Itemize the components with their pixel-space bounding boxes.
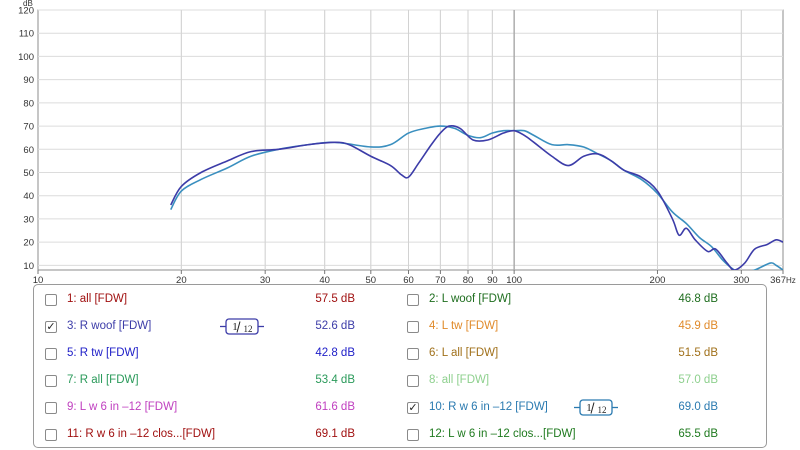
- y-tick-label: 80: [23, 98, 34, 109]
- y-tick-label: 60: [23, 145, 34, 156]
- smoothing-numerator: 1: [232, 321, 238, 333]
- trace-level-value: 61.6 dB: [315, 401, 355, 413]
- trace-checkbox[interactable]: [45, 402, 57, 414]
- trace-name[interactable]: 5: R tw [FDW]: [67, 347, 139, 359]
- trace-checkbox[interactable]: [45, 348, 57, 360]
- plot-area[interactable]: [37, 9, 784, 271]
- trace-checkbox[interactable]: [45, 375, 57, 387]
- legend-item: 12: L w 6 in –12 clos...[FDW] 65.5 dB: [407, 426, 757, 444]
- checkmark-icon: ✓: [408, 401, 418, 414]
- x-tick-label: 10: [33, 275, 44, 285]
- checkmark-icon: ✓: [46, 320, 56, 333]
- trace-level-value: 53.4 dB: [315, 374, 355, 386]
- trace-legend-panel: 1: all [FDW] 57.5 dB 2: L woof [FDW] 46.8 d…: [33, 284, 767, 448]
- trace-checkbox[interactable]: [407, 294, 419, 306]
- trace-name[interactable]: 11: R w 6 in –12 clos...[FDW]: [67, 428, 216, 440]
- trace-level-value: 52.6 dB: [315, 320, 355, 332]
- y-tick-label: 20: [23, 238, 34, 249]
- smoothing-numerator: 1: [586, 402, 592, 414]
- x-tick-label: 30: [260, 275, 271, 285]
- trace-checkbox[interactable]: [45, 429, 57, 441]
- trace-level-value: 57.0 dB: [678, 374, 718, 386]
- legend-item: 6: L all [FDW] 51.5 dB: [407, 345, 757, 363]
- y-tick-label: 50: [23, 168, 34, 179]
- trace-name[interactable]: 6: L all [FDW]: [429, 347, 499, 359]
- trace-checkbox[interactable]: [407, 375, 419, 387]
- trace-checkbox[interactable]: [45, 294, 57, 306]
- x-tick-label: 200: [650, 275, 666, 285]
- trace-name[interactable]: 10: R w 6 in –12 [FDW]: [429, 401, 548, 413]
- y-tick-label: 110: [19, 29, 34, 40]
- legend-item: 4: L tw [FDW] 45.9 dB: [407, 318, 757, 336]
- trace-checkbox[interactable]: ✓: [407, 402, 419, 414]
- legend-item: 2: L woof [FDW] 46.8 dB: [407, 291, 757, 309]
- trace-level-value: 51.5 dB: [678, 347, 718, 359]
- trace-level-value: 46.8 dB: [678, 293, 718, 305]
- series-line-1: [170, 124, 783, 270]
- y-tick-label: 90: [23, 75, 34, 86]
- y-tick-label: 40: [23, 191, 34, 202]
- legend-item: 1: all [FDW] 57.5 dB: [45, 291, 395, 309]
- smoothing-button[interactable]: 1 12: [574, 399, 618, 416]
- legend-item: 5: R tw [FDW] 42.8 dB: [45, 345, 395, 363]
- x-tick-label: 70: [435, 275, 446, 285]
- trace-name[interactable]: 3: R woof [FDW]: [67, 320, 152, 332]
- x-tick-label: 60: [403, 275, 414, 285]
- y-tick-label: 10: [23, 261, 34, 272]
- trace-level-value: 69.1 dB: [315, 428, 355, 440]
- legend-item: ✓ 10: R w 6 in –12 [FDW] 1 12 69.0 dB: [407, 399, 757, 417]
- trace-name[interactable]: 8: all [FDW]: [429, 374, 490, 386]
- x-tick-label: 300: [733, 275, 749, 285]
- legend-item: 11: R w 6 in –12 clos...[FDW] 69.1 dB: [45, 426, 395, 444]
- trace-name[interactable]: 9: L w 6 in –12 [FDW]: [67, 401, 178, 413]
- y-tick-label: 70: [23, 122, 34, 133]
- x-tick-label: 20: [176, 275, 187, 285]
- x-axis-unit: Hz: [786, 276, 796, 285]
- trace-name[interactable]: 2: L woof [FDW]: [429, 293, 512, 305]
- y-axis-unit: dB: [23, 0, 33, 8]
- trace-level-value: 42.8 dB: [315, 347, 355, 359]
- x-tick-label: 367: [770, 275, 786, 285]
- smoothing-denominator: 12: [598, 405, 607, 415]
- y-tick-label: 120: [18, 6, 34, 17]
- smoothing-denominator: 12: [244, 324, 253, 334]
- trace-level-value: 45.9 dB: [678, 320, 718, 332]
- legend-item: ✓ 3: R woof [FDW] 1 12 52.6 dB: [45, 318, 395, 336]
- x-tick-label: 40: [319, 275, 330, 285]
- trace-checkbox[interactable]: [407, 321, 419, 333]
- trace-name[interactable]: 1: all [FDW]: [67, 293, 128, 305]
- trace-checkbox[interactable]: [407, 348, 419, 360]
- y-tick-label: 100: [18, 52, 34, 63]
- y-tick-label: 30: [23, 214, 34, 225]
- x-tick-label: 100: [506, 275, 522, 285]
- trace-level-value: 69.0 dB: [678, 401, 718, 413]
- trace-checkbox[interactable]: [407, 429, 419, 441]
- x-tick-label: 80: [463, 275, 474, 285]
- trace-name[interactable]: 7: R all [FDW]: [67, 374, 139, 386]
- legend-item: 7: R all [FDW] 53.4 dB: [45, 372, 395, 390]
- legend-item: 9: L w 6 in –12 [FDW] 61.6 dB: [45, 399, 395, 417]
- legend-item: 8: all [FDW] 57.0 dB: [407, 372, 757, 390]
- trace-name[interactable]: 12: L w 6 in –12 clos...[FDW]: [429, 428, 576, 440]
- smoothing-button[interactable]: 1 12: [220, 318, 264, 335]
- trace-checkbox[interactable]: ✓: [45, 321, 57, 333]
- trace-level-value: 57.5 dB: [315, 293, 355, 305]
- x-tick-label: 90: [487, 275, 498, 285]
- trace-level-value: 65.5 dB: [678, 428, 718, 440]
- trace-name[interactable]: 4: L tw [FDW]: [429, 320, 499, 332]
- x-tick-label: 50: [366, 275, 377, 285]
